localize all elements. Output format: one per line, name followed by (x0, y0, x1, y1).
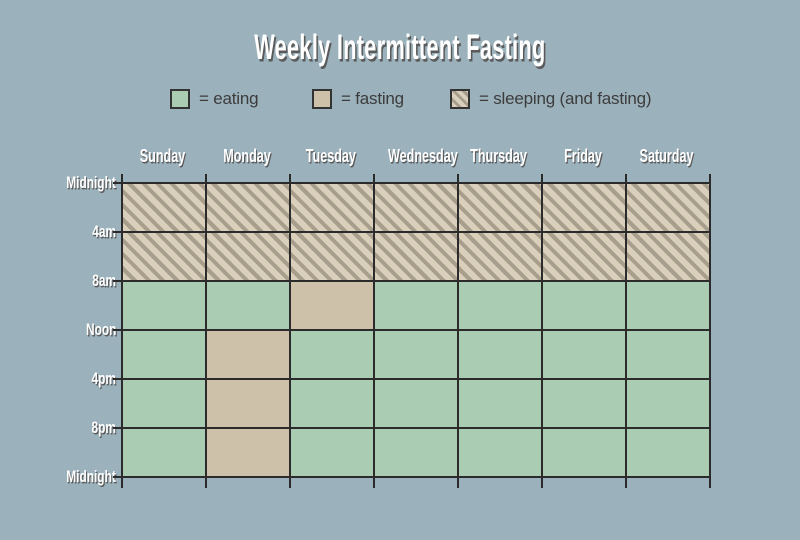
grid-cell-sleeping (543, 233, 627, 282)
tick-mark (113, 378, 121, 380)
grid-cell-sleeping (375, 184, 459, 233)
grid-cell-sleeping (291, 233, 375, 282)
grid-cell-eating (459, 429, 543, 478)
grid-cell-eating (123, 380, 207, 429)
time-label-4am: 4am (92, 222, 116, 241)
tick-mark (205, 478, 207, 488)
column-header-saturday: Saturday (640, 146, 694, 166)
grid-cell-eating (543, 429, 627, 478)
time-label-8pm: 8pm (91, 418, 116, 437)
tick-mark (709, 174, 711, 182)
legend-label-eating: = eating (199, 89, 259, 108)
tick-mark (541, 174, 543, 182)
column-header-wednesday: Wednesday (387, 146, 458, 166)
grid-cell-sleeping (207, 184, 291, 233)
grid-cell-eating (543, 380, 627, 429)
grid-cell-eating (375, 282, 459, 331)
schedule-grid (121, 182, 711, 478)
tick-mark (625, 174, 627, 182)
tick-mark (113, 476, 121, 478)
time-label-4pm: 4pm (91, 369, 116, 388)
page-title: Weekly Intermittent Fasting (254, 28, 546, 67)
tick-mark (373, 478, 375, 488)
grid-cell-eating (123, 282, 207, 331)
grid-cell-eating (543, 331, 627, 380)
tick-mark (373, 174, 375, 182)
grid-cell-sleeping (291, 184, 375, 233)
grid-cell-eating (627, 331, 711, 380)
legend-label-fasting: = fasting (341, 89, 404, 108)
grid-cell-eating (459, 331, 543, 380)
grid-cell-eating (627, 380, 711, 429)
grid-cell-eating (543, 282, 627, 331)
time-label-midnight-bottom: Midnight (66, 467, 116, 486)
tick-mark (121, 174, 123, 182)
tick-mark (289, 174, 291, 182)
tick-mark (541, 478, 543, 488)
grid-cell-eating (123, 429, 207, 478)
fasting-swatch-icon (312, 89, 332, 109)
legend-item-sleeping: = sleeping (and fasting) (450, 88, 652, 110)
tick-mark (289, 478, 291, 488)
legend-item-eating: = eating (170, 88, 259, 110)
grid-cell-eating (291, 429, 375, 478)
column-header-friday: Friday (564, 146, 602, 166)
grid-cell-sleeping (123, 233, 207, 282)
time-label-8am: 8am (92, 271, 116, 290)
grid-cell-eating (459, 282, 543, 331)
grid-cell-sleeping (207, 233, 291, 282)
grid-cell-fasting (207, 380, 291, 429)
tick-mark (113, 329, 121, 331)
legend-item-fasting: = fasting (312, 88, 404, 110)
grid-cell-fasting (207, 429, 291, 478)
grid-cell-fasting (207, 331, 291, 380)
eating-swatch-icon (170, 89, 190, 109)
column-header-monday: Monday (223, 146, 271, 166)
grid-cell-eating (375, 380, 459, 429)
grid-cell-sleeping (543, 184, 627, 233)
grid-cell-sleeping (627, 184, 711, 233)
grid-cell-sleeping (375, 233, 459, 282)
column-header-tuesday: Tuesday (305, 146, 357, 166)
grid-cell-sleeping (459, 233, 543, 282)
tick-mark (457, 478, 459, 488)
grid-cell-eating (291, 380, 375, 429)
time-label-midnight-top: Midnight (66, 173, 116, 192)
column-header-thursday: Thursday (470, 146, 528, 166)
legend-label-sleeping: = sleeping (and fasting) (479, 89, 652, 108)
grid-cell-eating (459, 380, 543, 429)
tick-mark (709, 478, 711, 488)
tick-mark (121, 478, 123, 488)
tick-mark (625, 478, 627, 488)
tick-mark (457, 174, 459, 182)
tick-mark (113, 427, 121, 429)
grid-cell-eating (375, 429, 459, 478)
tick-mark (113, 182, 121, 184)
grid-cell-eating (291, 331, 375, 380)
tick-mark (205, 174, 207, 182)
grid-cell-eating (375, 331, 459, 380)
grid-cell-fasting (291, 282, 375, 331)
grid-cell-eating (627, 282, 711, 331)
grid-cell-eating (627, 429, 711, 478)
grid-cell-eating (123, 331, 207, 380)
grid-cell-sleeping (627, 233, 711, 282)
column-header-sunday: Sunday (140, 146, 186, 166)
sleeping-swatch-icon (450, 89, 470, 109)
time-label-noon: Noon (85, 320, 116, 339)
grid-cell-sleeping (123, 184, 207, 233)
grid-cell-eating (207, 282, 291, 331)
tick-mark (113, 280, 121, 282)
grid-cell-sleeping (459, 184, 543, 233)
tick-mark (113, 231, 121, 233)
